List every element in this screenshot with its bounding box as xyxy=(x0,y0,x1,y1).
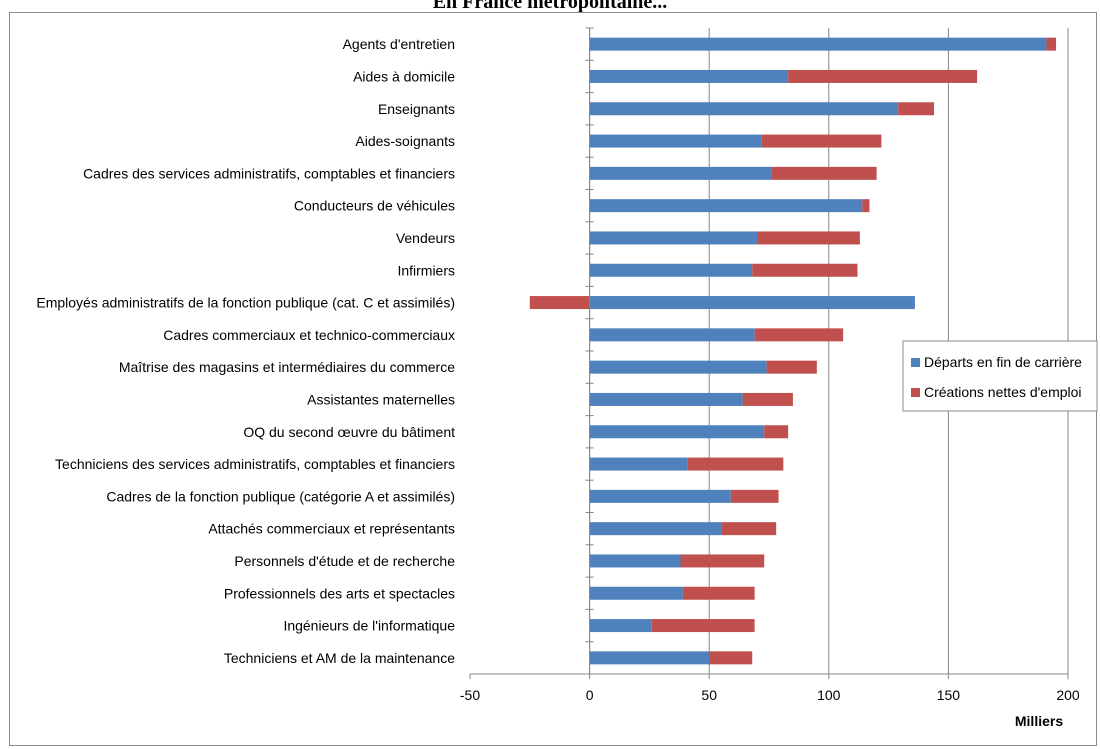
category-label: Attachés commerciaux et représentants xyxy=(208,521,455,537)
bar-creations xyxy=(862,199,870,213)
bar-creations xyxy=(752,263,858,277)
bars xyxy=(529,37,1057,665)
bar-creations xyxy=(529,296,590,310)
bar-departs xyxy=(589,199,863,213)
legend-swatch-departs xyxy=(911,358,920,367)
category-label: Enseignants xyxy=(378,101,455,117)
category-label: Professionnels des arts et spectacles xyxy=(224,585,455,601)
x-tick-labels: -50 0 50 100 150 200 xyxy=(460,687,1080,703)
bar-departs xyxy=(589,296,915,310)
category-label: Conducteurs de véhicules xyxy=(294,198,455,214)
bar-creations xyxy=(721,522,777,536)
bar-departs xyxy=(589,392,743,406)
x-tick-label: 50 xyxy=(701,687,717,703)
bar-creations xyxy=(682,586,755,600)
bar-departs xyxy=(589,263,753,277)
legend-box xyxy=(902,340,1098,412)
bar-departs xyxy=(589,522,722,536)
chart-title-fragment: En France métropolitaine... xyxy=(432,0,668,13)
x-tick-label: -50 xyxy=(460,687,480,703)
bar-departs xyxy=(589,554,681,568)
bar-creations xyxy=(788,69,978,83)
bar-creations xyxy=(766,360,817,374)
category-label: Ingénieurs de l'informatique xyxy=(283,618,455,634)
category-label: Maîtrise des magasins et intermédiaires … xyxy=(119,359,455,375)
category-label: Vendeurs xyxy=(396,230,455,246)
bar-creations xyxy=(757,231,860,245)
category-label: Cadres commerciaux et technico-commercia… xyxy=(163,327,455,343)
bar-departs xyxy=(589,37,1047,51)
bar-departs xyxy=(589,360,767,374)
bar-departs xyxy=(589,586,683,600)
bar-departs xyxy=(589,425,765,439)
bar-creations xyxy=(651,619,755,633)
bar-departs xyxy=(589,231,758,245)
bar-creations xyxy=(764,425,789,439)
category-label: Assistantes maternelles xyxy=(307,391,455,407)
legend-label-departs: Départs en fin de carrière xyxy=(924,354,1082,370)
axes xyxy=(469,27,1069,679)
legend-swatch-creations xyxy=(911,388,920,397)
bar-creations xyxy=(687,457,784,471)
bar-creations xyxy=(730,489,779,503)
bar-creations xyxy=(761,134,882,148)
bar-creations xyxy=(771,166,877,180)
category-label: Aides-soignants xyxy=(355,133,455,149)
x-tick-label: 150 xyxy=(937,687,961,703)
bar-departs xyxy=(589,651,710,665)
bar-departs xyxy=(589,69,789,83)
bar-departs xyxy=(589,102,899,116)
bar-creations xyxy=(742,392,793,406)
legend-label-creations: Créations nettes d'emploi xyxy=(924,384,1082,400)
category-labels: Agents d'entretien Aides à domicile Enseig… xyxy=(36,36,455,666)
category-label: Infirmiers xyxy=(397,262,455,278)
bar-creations xyxy=(1046,37,1057,51)
x-tick-label: 0 xyxy=(586,687,594,703)
bar-creations xyxy=(680,554,765,568)
category-label: Cadres de la fonction publique (catégori… xyxy=(106,488,455,504)
category-label: OQ du second œuvre du bâtiment xyxy=(243,424,455,440)
category-label: Employés administratifs de la fonction p… xyxy=(36,295,455,311)
category-label: Techniciens et AM de la maintenance xyxy=(224,650,455,666)
bar-departs xyxy=(589,166,772,180)
category-label: Agents d'entretien xyxy=(343,36,455,52)
bar-departs xyxy=(589,328,755,342)
bar-creations xyxy=(709,651,753,665)
category-label: Aides à domicile xyxy=(353,68,455,84)
category-label: Techniciens des services administratifs,… xyxy=(55,456,455,472)
x-axis-unit-label: Milliers xyxy=(1015,713,1063,729)
category-label: Personnels d'étude et de recherche xyxy=(234,553,455,569)
bar-departs xyxy=(589,489,731,503)
category-label: Cadres des services administratifs, comp… xyxy=(83,165,455,181)
bar-creations xyxy=(898,102,935,116)
x-tick-label: 100 xyxy=(817,687,841,703)
bar-departs xyxy=(589,457,688,471)
bar-departs xyxy=(589,619,652,633)
bar-creations xyxy=(754,328,844,342)
legend: Départs en fin de carrière Créations net… xyxy=(902,340,1098,412)
bar-departs xyxy=(589,134,762,148)
x-tick-label: 200 xyxy=(1056,687,1080,703)
